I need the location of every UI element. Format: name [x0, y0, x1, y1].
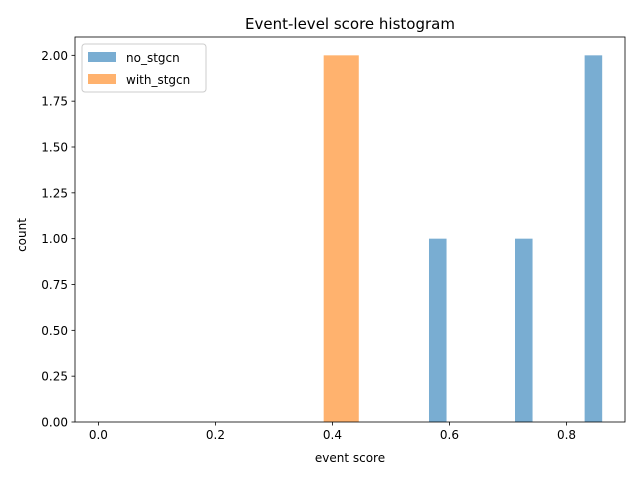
bars-layer — [323, 55, 603, 422]
legend-swatch-no_stgcn — [88, 52, 116, 62]
x-tick-label: 0.0 — [89, 428, 108, 442]
axes-layer: 0.0 0.2 0.4 0.6 0.8 0.00 0.25 0.50 0.75 1.00 1.25 1… — [41, 36, 626, 442]
legend-label-no_stgcn: no_stgcn — [126, 51, 180, 65]
bar-no_stgcn-0 — [428, 238, 447, 422]
y-tick-label: 1.25 — [41, 186, 68, 200]
bar-with_stgcn-0 — [323, 55, 359, 422]
x-tick-label: 0.8 — [557, 428, 576, 442]
x-tick-label: 0.2 — [206, 428, 225, 442]
x-tick-label: 0.6 — [440, 428, 459, 442]
x-tick-label: 0.4 — [323, 428, 342, 442]
bar-no_stgcn-1 — [515, 238, 533, 422]
x-axis-label: event score — [315, 451, 385, 465]
y-tick-label: 2.00 — [41, 49, 68, 63]
y-tick-label: 0.25 — [41, 370, 68, 384]
y-tick-label: 1.75 — [41, 95, 68, 109]
y-tick-label: 0.00 — [41, 416, 68, 430]
y-tick-label: 1.50 — [41, 141, 68, 155]
y-axis-label: count — [15, 218, 29, 252]
y-tick-label: 0.75 — [41, 278, 68, 292]
plot-frame — [74, 36, 626, 423]
y-tick-label: 0.50 — [41, 324, 68, 338]
legend-swatch-with_stgcn — [88, 74, 116, 84]
legend-label-with_stgcn: with_stgcn — [126, 73, 190, 87]
legend: no_stgcn with_stgcn — [81, 43, 207, 93]
chart-title: Event-level score histogram — [245, 15, 455, 33]
y-tick-label: 1.00 — [41, 232, 68, 246]
bar-no_stgcn-2 — [584, 55, 603, 422]
